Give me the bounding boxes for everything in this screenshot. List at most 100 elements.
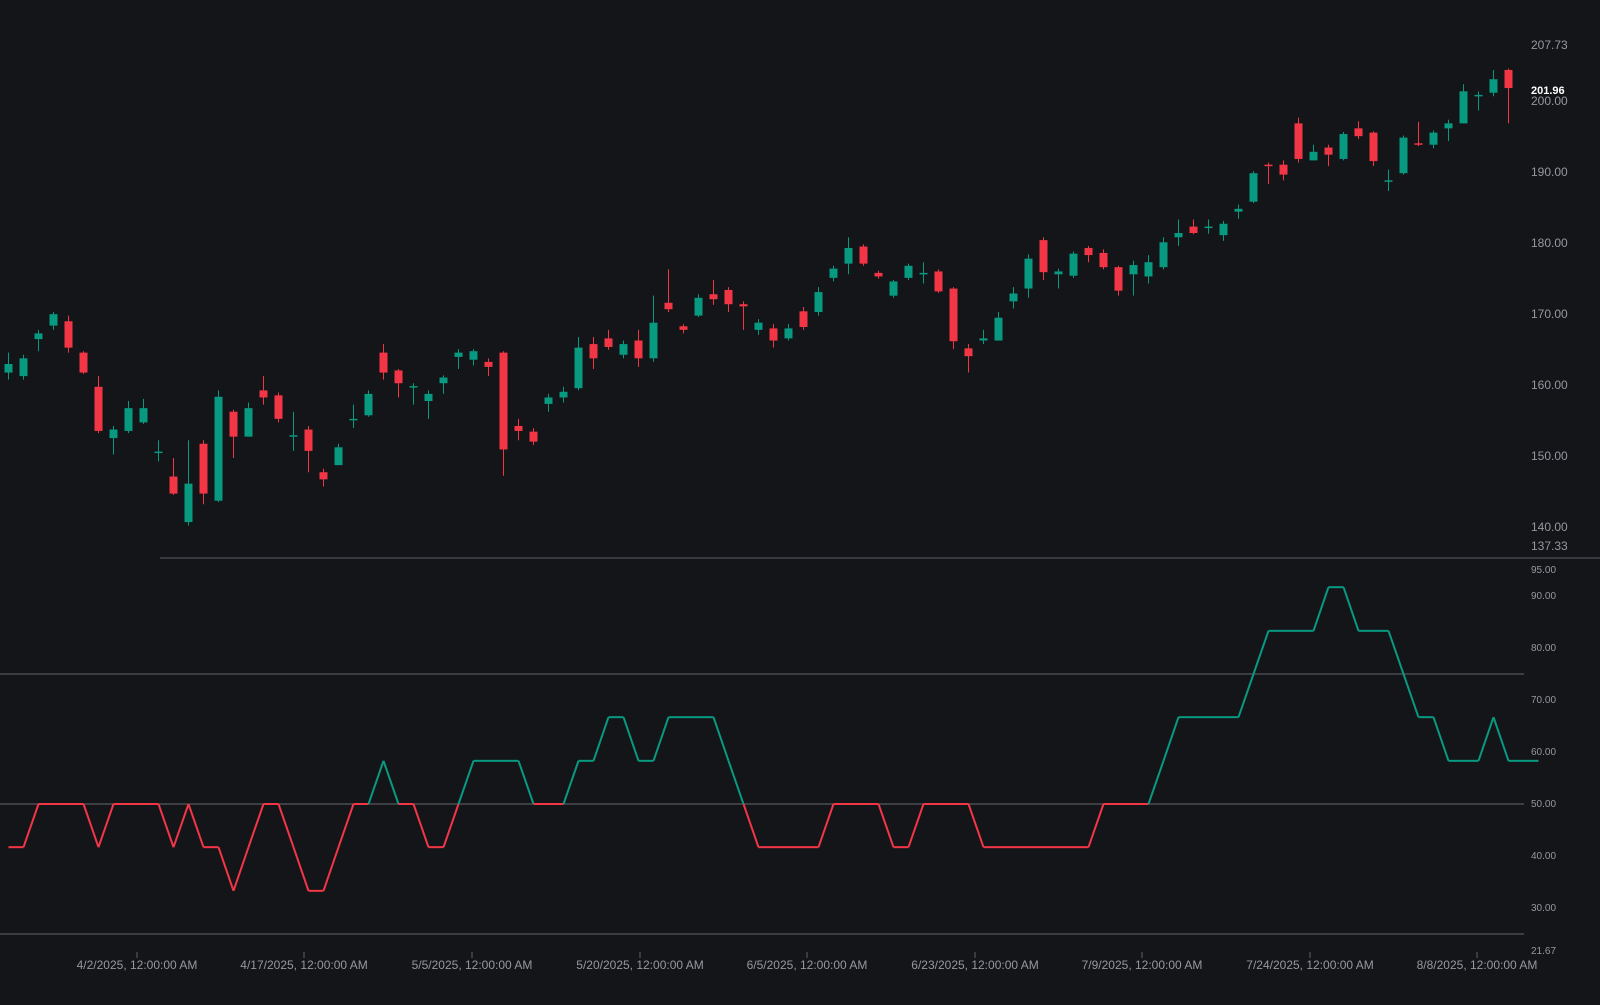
candle-body[interactable] — [409, 386, 418, 388]
candle[interactable] — [934, 269, 943, 293]
candle-body[interactable] — [1489, 79, 1498, 93]
candle-body[interactable] — [739, 304, 748, 307]
candle[interactable] — [34, 329, 43, 352]
candle-body[interactable] — [124, 408, 133, 431]
candle[interactable] — [409, 383, 418, 405]
candle[interactable] — [199, 440, 208, 505]
candle-body[interactable] — [1324, 147, 1333, 155]
candle[interactable] — [724, 287, 733, 313]
candle[interactable] — [379, 344, 388, 380]
candle[interactable] — [964, 344, 973, 373]
candle-body[interactable] — [859, 246, 868, 264]
candle[interactable] — [1084, 245, 1093, 263]
candle[interactable] — [394, 369, 403, 398]
candle[interactable] — [1339, 131, 1348, 161]
candle-body[interactable] — [1384, 180, 1393, 182]
candle-body[interactable] — [1204, 226, 1213, 229]
candle-body[interactable] — [784, 328, 793, 339]
candle[interactable] — [859, 244, 868, 266]
candle-body[interactable] — [949, 288, 958, 342]
candle-body[interactable] — [1279, 164, 1288, 175]
candle[interactable] — [634, 329, 643, 367]
candle[interactable] — [574, 336, 583, 391]
candle[interactable] — [1504, 68, 1513, 124]
candle[interactable] — [1249, 171, 1258, 204]
candle[interactable] — [484, 358, 493, 377]
candle-body[interactable] — [154, 451, 163, 454]
candle[interactable] — [229, 409, 238, 458]
candle[interactable] — [904, 263, 913, 280]
candle[interactable] — [529, 428, 538, 446]
candle-body[interactable] — [64, 321, 73, 348]
candle[interactable] — [289, 411, 298, 451]
candle-body[interactable] — [994, 317, 1003, 341]
candle-body[interactable] — [319, 472, 328, 480]
candle[interactable] — [319, 468, 328, 487]
candle-body[interactable] — [724, 289, 733, 305]
candle[interactable] — [1279, 160, 1288, 181]
candle[interactable] — [1129, 260, 1138, 296]
candle-body[interactable] — [1174, 233, 1183, 238]
candle-body[interactable] — [889, 281, 898, 296]
candle-body[interactable] — [679, 326, 688, 330]
candle[interactable] — [244, 402, 253, 437]
candle[interactable] — [334, 443, 343, 466]
candle[interactable] — [949, 287, 958, 350]
candle-body[interactable] — [979, 338, 988, 341]
candle-body[interactable] — [1189, 226, 1198, 234]
candle-body[interactable] — [199, 443, 208, 494]
candle-body[interactable] — [469, 351, 478, 360]
candle[interactable] — [1144, 255, 1153, 284]
candle-body[interactable] — [19, 358, 28, 377]
candle[interactable] — [1384, 169, 1393, 191]
candle-body[interactable] — [919, 272, 928, 275]
candle-body[interactable] — [214, 396, 223, 501]
candle[interactable] — [79, 351, 88, 374]
candle-body[interactable] — [634, 340, 643, 359]
candle[interactable] — [1309, 144, 1318, 161]
candle-body[interactable] — [454, 352, 463, 357]
candle[interactable] — [154, 440, 163, 462]
candle-body[interactable] — [184, 483, 193, 523]
candle[interactable] — [679, 324, 688, 334]
candle-body[interactable] — [574, 347, 583, 389]
candle-body[interactable] — [484, 361, 493, 367]
candle-body[interactable] — [814, 292, 823, 313]
candle[interactable] — [1099, 249, 1108, 270]
candle-body[interactable] — [1459, 91, 1468, 124]
candle[interactable] — [1444, 119, 1453, 142]
candle-body[interactable] — [604, 338, 613, 347]
candle[interactable] — [1039, 237, 1048, 280]
candle[interactable] — [829, 265, 838, 282]
candle-body[interactable] — [1429, 132, 1438, 145]
candle-body[interactable] — [1069, 253, 1078, 276]
candle[interactable] — [499, 351, 508, 476]
candle[interactable] — [844, 237, 853, 275]
candle-body[interactable] — [1024, 258, 1033, 289]
candle[interactable] — [1324, 144, 1333, 167]
candle[interactable] — [1264, 162, 1273, 184]
candle[interactable] — [469, 349, 478, 366]
candle[interactable] — [49, 312, 58, 330]
candle-body[interactable] — [1474, 94, 1483, 97]
candle[interactable] — [1069, 251, 1078, 278]
candle[interactable] — [514, 418, 523, 441]
candle-body[interactable] — [4, 364, 13, 373]
candle-body[interactable] — [874, 272, 883, 277]
candle[interactable] — [694, 294, 703, 318]
candle-body[interactable] — [1159, 242, 1168, 268]
candle-body[interactable] — [904, 265, 913, 278]
candle[interactable] — [169, 458, 178, 496]
candle[interactable] — [664, 269, 673, 313]
candle[interactable] — [214, 390, 223, 503]
candle-body[interactable] — [1444, 123, 1453, 129]
candle-body[interactable] — [334, 447, 343, 466]
candle[interactable] — [814, 287, 823, 316]
candle-body[interactable] — [229, 411, 238, 437]
candle[interactable] — [259, 376, 268, 405]
candle-body[interactable] — [1249, 173, 1258, 202]
candle-body[interactable] — [1414, 143, 1423, 145]
candle[interactable] — [1294, 117, 1303, 163]
